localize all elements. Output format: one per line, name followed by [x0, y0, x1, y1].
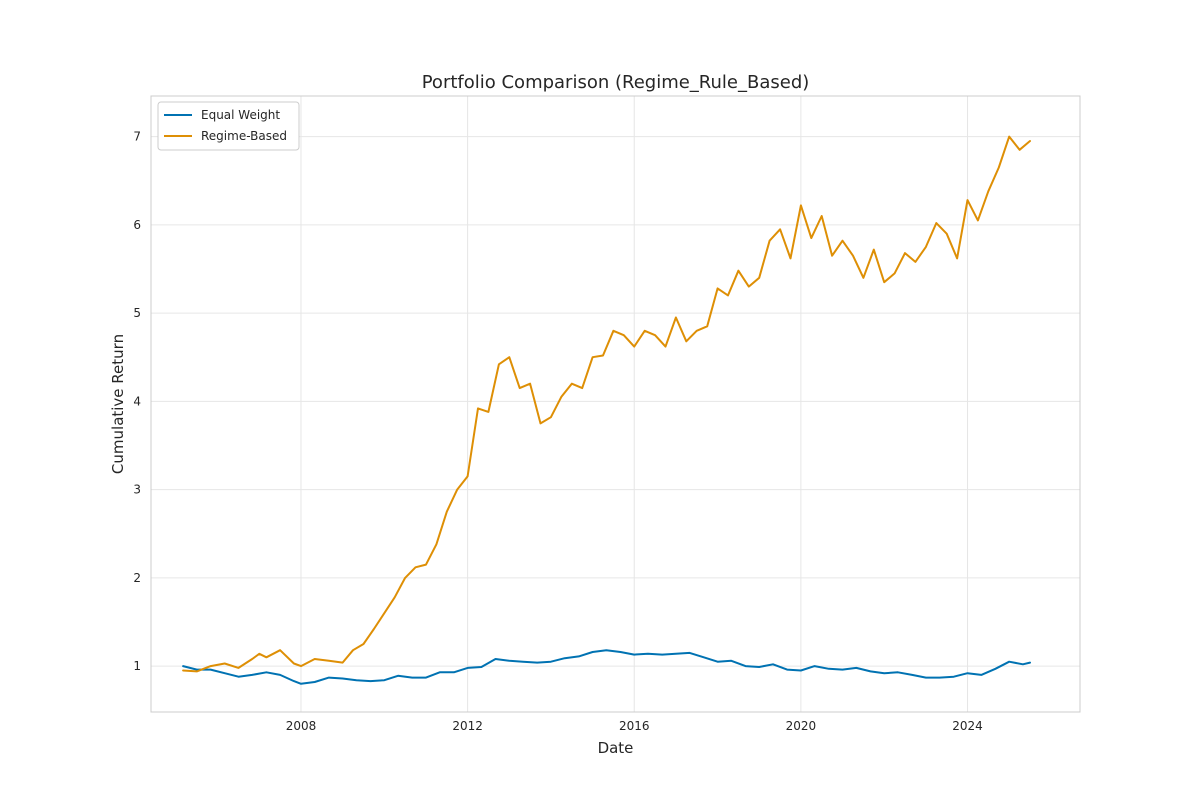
plot-frame [150, 95, 1081, 713]
x-tick-label: 2012 [452, 719, 483, 733]
y-tick-label: 3 [133, 483, 141, 497]
x-tick-label: 2008 [286, 719, 317, 733]
x-tick-label: 2020 [786, 719, 817, 733]
x-axis-label: Date [598, 739, 634, 757]
y-tick-label: 7 [133, 130, 141, 144]
series-line-regime-based [182, 135, 1031, 673]
series-group [182, 135, 1031, 685]
x-tick-label: 2016 [619, 719, 650, 733]
y-axis-label: Cumulative Return [109, 334, 127, 474]
y-tick-label: 1 [133, 659, 141, 673]
y-tick-label: 2 [133, 571, 141, 585]
legend-label-equal-weight: Equal Weight [201, 108, 280, 122]
y-tick-labels: 1 2 3 4 5 6 7 [133, 130, 141, 674]
gridlines [151, 96, 1080, 712]
legend: Equal Weight Regime-Based [157, 101, 300, 151]
series-line-equal-weight [182, 649, 1031, 685]
legend-box [157, 101, 300, 151]
chart-title: Portfolio Comparison (Regime_Rule_Based) [422, 72, 810, 93]
x-tick-label: 2024 [952, 719, 983, 733]
y-tick-label: 4 [133, 394, 141, 408]
legend-label-regime-based: Regime-Based [201, 129, 287, 143]
y-tick-label: 5 [133, 306, 141, 320]
y-tick-label: 6 [133, 218, 141, 232]
x-tick-labels: 2008 2012 2016 2020 2024 [286, 719, 983, 733]
